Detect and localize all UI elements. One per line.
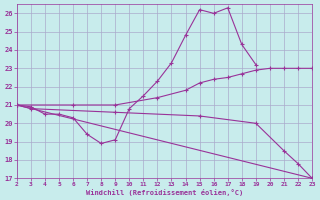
X-axis label: Windchill (Refroidissement éolien,°C): Windchill (Refroidissement éolien,°C) xyxy=(86,189,243,196)
